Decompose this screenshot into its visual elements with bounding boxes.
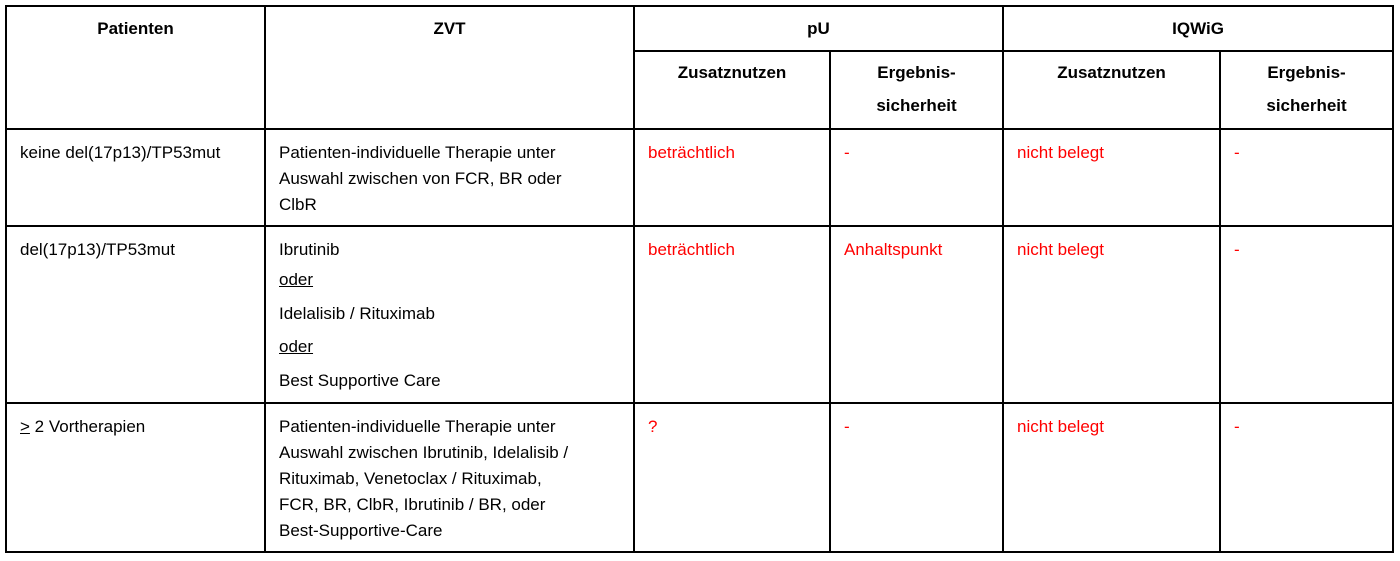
pu-ergebnis-cell: - [828, 128, 1005, 227]
greater-equal-symbol: > [20, 417, 30, 436]
patients-cell: > 2 Vortherapien [5, 402, 266, 553]
zvt-connector: oder [279, 270, 314, 289]
zvt-line: Idelalisib / Rituximab [279, 303, 435, 323]
table-row: > 2 Vortherapien Patienten-individuelle … [5, 402, 1395, 553]
pu-zusatznutzen-cell: beträchtlich [633, 225, 831, 404]
benefit-assessment-table: Patienten ZVT pU IQWiG Zusatznutzen Erge… [5, 5, 1395, 553]
zvt-line: Auswahl zwischen Ibrutinib, Idelalisib / [279, 443, 569, 462]
iqwig-zusatznutzen-cell: nicht belegt [1002, 128, 1222, 227]
header-iqwig-ergebnissicherheit: Ergebnis-sicherheit [1219, 50, 1395, 130]
zvt-line: Auswahl zwischen von FCR, BR oder [279, 169, 562, 188]
zvt-line: Patienten-individuelle Therapie unter [279, 417, 556, 436]
zvt-cell: Patienten-individuelle Therapie unter Au… [264, 402, 635, 553]
pu-ergebnis-cell: - [828, 402, 1005, 553]
pu-zusatznutzen-cell: ? [633, 402, 831, 553]
header-pu: pU [632, 5, 1005, 52]
table-row: keine del(17p13)/TP53mut Patienten-indiv… [5, 128, 1395, 227]
header-text: Ergebnis- [877, 63, 956, 82]
iqwig-ergebnis-cell: - [1219, 225, 1395, 404]
zvt-line: Patienten-individuelle Therapie unter [279, 143, 556, 162]
zvt-line: Best Supportive Care [279, 370, 441, 390]
header-iqwig: IQWiG [1002, 5, 1395, 52]
iqwig-ergebnis-cell: - [1219, 128, 1395, 227]
header-pu-zusatznutzen: Zusatznutzen [633, 50, 831, 130]
zvt-line: Ibrutinib [279, 240, 340, 259]
pu-zusatznutzen-cell: beträchtlich [633, 128, 831, 227]
header-pu-ergebnissicherheit: Ergebnis-sicherheit [828, 50, 1005, 130]
zvt-cell: Ibrutinib oder Idelalisib / Rituximab od… [264, 225, 635, 404]
zvt-line: Best-Supportive-Care [279, 521, 443, 540]
iqwig-zusatznutzen-cell: nicht belegt [1002, 402, 1222, 553]
header-text: sicherheit [876, 96, 957, 115]
header-iqwig-zusatznutzen: Zusatznutzen [1002, 50, 1222, 130]
iqwig-zusatznutzen-cell: nicht belegt [1002, 225, 1222, 404]
zvt-line: ClbR [279, 195, 317, 214]
patients-cell: del(17p13)/TP53mut [5, 225, 266, 404]
header-text: sicherheit [1266, 96, 1347, 115]
header-text: Ergebnis- [1267, 63, 1346, 82]
zvt-cell: Patienten-individuelle Therapie unter Au… [264, 128, 635, 227]
table-row: del(17p13)/TP53mut Ibrutinib oder Idelal… [5, 225, 1395, 404]
iqwig-ergebnis-cell: - [1219, 402, 1395, 553]
zvt-line: FCR, BR, ClbR, Ibrutinib / BR, oder [279, 495, 546, 514]
header-zvt: ZVT [264, 5, 635, 130]
pu-ergebnis-cell: Anhaltspunkt [828, 225, 1005, 404]
header-patients: Patienten [5, 5, 266, 130]
zvt-connector: oder [279, 337, 314, 356]
patients-cell: keine del(17p13)/TP53mut [5, 128, 266, 227]
patients-text: 2 Vortherapien [29, 417, 146, 436]
zvt-line: Rituximab, Venetoclax / Rituximab, [279, 469, 542, 488]
